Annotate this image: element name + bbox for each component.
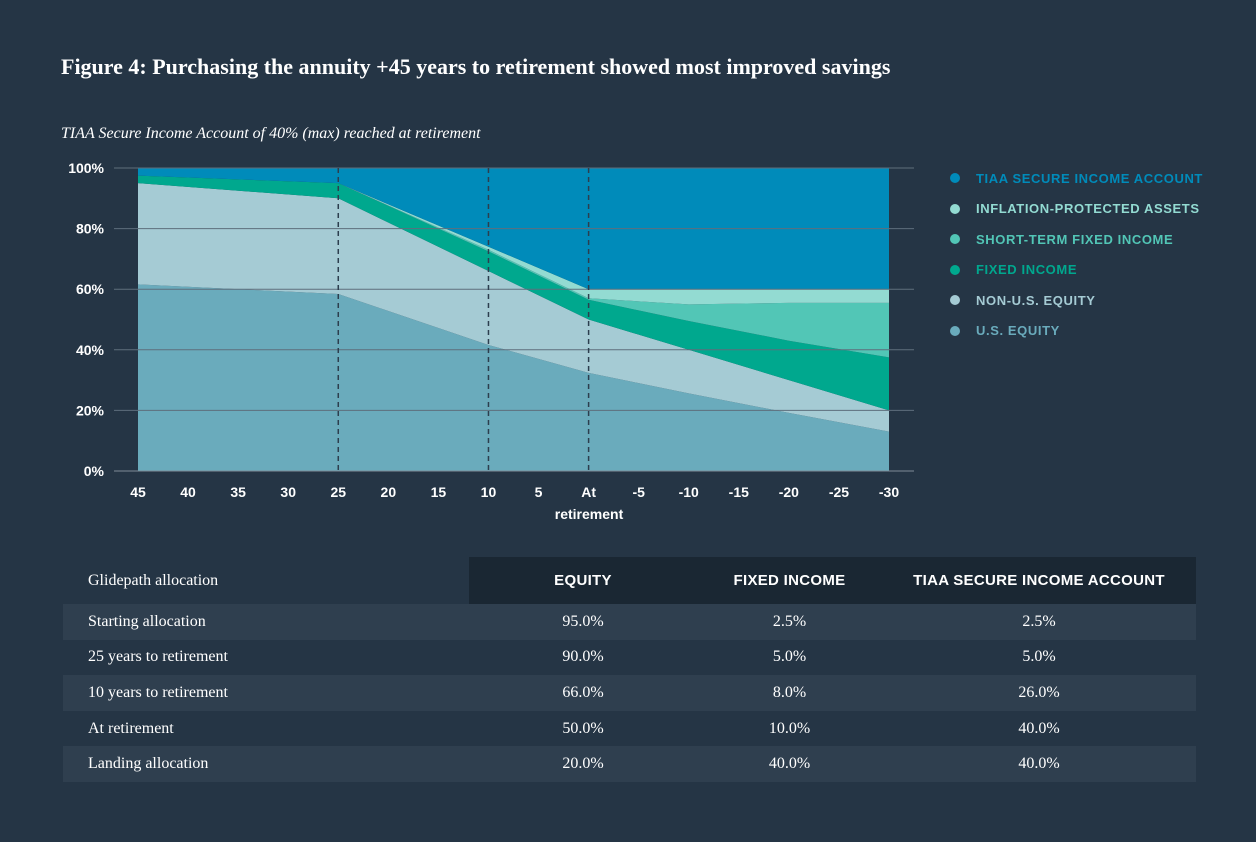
row-label: Starting allocation	[88, 612, 206, 630]
x-tick-label: -20	[779, 484, 799, 500]
fixed-income-value: 5.0%	[772, 648, 807, 666]
y-tick-label: 0%	[84, 463, 105, 479]
y-tick-label: 60%	[76, 281, 105, 297]
table-row: 25 years to retirement 90.0% 5.0% 5.0%	[63, 640, 1196, 676]
row-label: 25 years to retirement	[88, 648, 228, 666]
area-non-u-s-equity	[138, 183, 889, 432]
legend-label: U.S. Equity	[976, 323, 1060, 339]
row-label: Landing allocation	[88, 755, 209, 773]
figure-title: Figure 4: Purchasing the annuity +45 yea…	[61, 54, 891, 79]
legend-item: Fixed Income	[950, 255, 1203, 286]
row-label: At retirement	[88, 719, 174, 737]
fixed-income-value: 40.0%	[768, 755, 811, 773]
x-tick-label: 10	[481, 484, 497, 500]
fixed-income-value: 2.5%	[772, 612, 807, 630]
legend-label: Inflation-Protected Assets	[976, 201, 1200, 217]
x-tick-label: -25	[829, 484, 849, 500]
gridlines	[114, 167, 914, 472]
table-row: 10 years to retirement 66.0% 8.0% 26.0%	[63, 675, 1196, 711]
x-tick-label: 40	[180, 484, 196, 500]
equity-column-header: Equity	[469, 557, 697, 604]
area-short-term-fixed-income	[138, 175, 889, 358]
x-tick-label: 45	[130, 484, 146, 500]
legend-label: Short-Term Fixed Income	[976, 231, 1174, 247]
x-axis-label: retirement	[555, 506, 624, 522]
x-tick-label: -10	[679, 484, 699, 500]
x-tick-label: 5	[535, 484, 543, 500]
legend-dot-icon	[950, 173, 960, 184]
equity-value: 20.0%	[562, 755, 604, 773]
legend-item: Non-U.S. Equity	[950, 285, 1203, 316]
legend-item: Short-Term Fixed Income	[950, 224, 1203, 255]
legend-item: TIAA Secure Income Account	[950, 163, 1203, 194]
secure-income-column-header: TIAA Secure Income Account	[882, 557, 1196, 604]
legend-dot-icon	[950, 203, 960, 214]
equity-value: 95.0%	[562, 612, 604, 630]
milestone-lines	[337, 168, 590, 471]
chart-subtitle: TIAA Secure Income Account of 40% (max) …	[61, 125, 481, 142]
y-tick-label: 20%	[76, 402, 105, 418]
y-axis: 0% 20% 40% 60% 80% 100%	[68, 160, 104, 479]
area-layers	[138, 168, 889, 471]
secure-income-value: 2.5%	[1022, 612, 1056, 630]
x-tick-label: 15	[431, 484, 447, 500]
x-tick-label: -5	[632, 484, 645, 500]
legend-label: Fixed Income	[976, 262, 1078, 278]
fixed-income-value: 8.0%	[772, 683, 807, 701]
x-tick-label: At	[581, 484, 596, 500]
equity-value: 66.0%	[562, 683, 604, 701]
fixed-income-column-header: Fixed Income	[697, 557, 882, 604]
legend-item: Inflation-Protected Assets	[950, 194, 1203, 225]
legend-dot-icon	[950, 264, 960, 275]
row-label: 10 years to retirement	[88, 683, 228, 701]
table-row: Starting allocation 95.0% 2.5% 2.5%	[63, 604, 1196, 640]
secure-income-value: 40.0%	[1018, 719, 1060, 737]
equity-value: 90.0%	[562, 648, 604, 666]
legend-dot-icon	[950, 325, 960, 336]
area-inflation-protected-assets	[138, 175, 889, 305]
legend-dot-icon	[950, 234, 960, 245]
legend-dot-icon	[950, 295, 960, 306]
y-tick-label: 40%	[76, 342, 105, 358]
chart-legend: TIAA Secure Income Account Inflation-Prot…	[950, 163, 1203, 346]
x-tick-label: 35	[230, 484, 246, 500]
x-tick-label: -15	[729, 484, 749, 500]
y-tick-label: 80%	[76, 221, 105, 237]
y-tick-label: 100%	[68, 160, 104, 176]
legend-item: U.S. Equity	[950, 316, 1203, 347]
glidepath-table: Glidepath allocation Equity Fixed Income…	[63, 557, 1196, 782]
glidepath-allocation-header: Glidepath allocation	[88, 571, 219, 589]
secure-income-value: 40.0%	[1018, 755, 1060, 773]
legend-label: Non-U.S. Equity	[976, 292, 1096, 308]
x-tick-label: -30	[879, 484, 899, 500]
x-tick-label: 25	[330, 484, 346, 500]
table-header-row: Glidepath allocation Equity Fixed Income…	[63, 557, 1196, 604]
secure-income-value: 26.0%	[1018, 683, 1060, 701]
legend-label: TIAA Secure Income Account	[976, 170, 1203, 186]
equity-value: 50.0%	[562, 719, 604, 737]
allocation-area-chart: 0% 20% 40% 60% 80% 100% 45 40 35 30 25 20 15 10 5 At -5…	[68, 160, 914, 522]
fixed-income-value: 10.0%	[768, 719, 811, 737]
area-u-s-equity	[138, 284, 889, 471]
area-fixed-income	[138, 175, 889, 411]
table-row: At retirement 50.0% 10.0% 40.0%	[63, 711, 1196, 747]
x-tick-label: 30	[280, 484, 296, 500]
table-row: Landing allocation 20.0% 40.0% 40.0%	[63, 746, 1196, 782]
x-tick-label: 20	[381, 484, 397, 500]
x-axis: 45 40 35 30 25 20 15 10 5 At -5 -10 -15 -20 -25 -30	[130, 484, 899, 500]
secure-income-value: 5.0%	[1022, 648, 1056, 666]
